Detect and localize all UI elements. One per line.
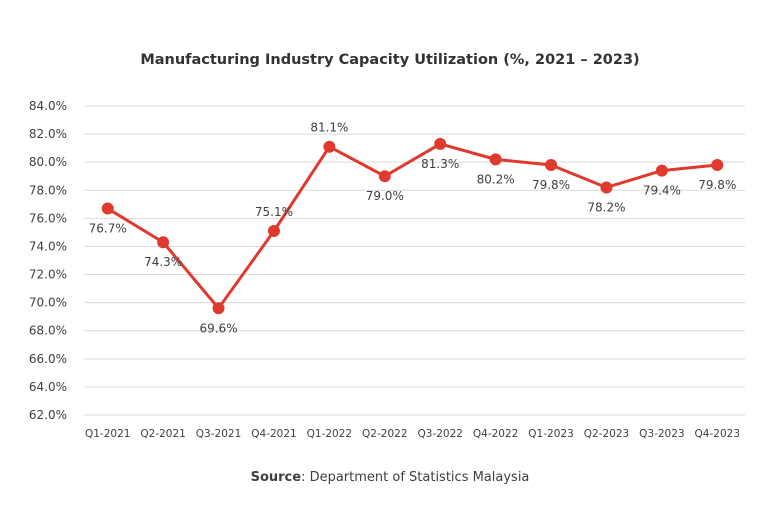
x-tick-label: Q3-2022 <box>417 428 462 440</box>
source-label: Source <box>250 470 302 485</box>
x-tick-label: Q1-2022 <box>307 428 352 440</box>
data-label: 79.8% <box>698 178 736 192</box>
data-label: 81.1% <box>310 121 348 135</box>
y-tick-label: 66.0% <box>29 352 67 366</box>
y-tick-label: 62.0% <box>29 408 67 422</box>
data-point <box>157 236 170 249</box>
x-tick-label: Q3-2023 <box>639 428 684 440</box>
y-axis-ticks: 62.0% 64.0% 66.0% 68.0% 70.0% 72.0% 74.0% 76.0%… <box>29 99 67 422</box>
y-tick-label: 68.0% <box>29 324 67 338</box>
data-label: 80.2% <box>477 172 515 186</box>
data-label: 78.2% <box>587 200 625 214</box>
data-point <box>655 164 668 177</box>
y-tick-label: 72.0% <box>29 268 67 282</box>
data-label: 76.7% <box>89 222 127 236</box>
source-note: Source: Department of Statistics Malaysi… <box>0 470 780 485</box>
data-label: 69.6% <box>199 321 237 335</box>
data-labels: 76.7% 74.3% 69.6% 75.1% 81.1% 79.0% 81.3% 80.2%… <box>89 121 737 336</box>
data-point <box>489 153 502 166</box>
y-tick-label: 76.0% <box>29 211 67 225</box>
data-point <box>101 202 114 215</box>
data-point <box>545 158 558 171</box>
x-tick-label: Q1-2021 <box>85 428 130 440</box>
y-tick-label: 82.0% <box>29 127 67 141</box>
data-label: 79.4% <box>643 184 681 198</box>
y-tick-label: 70.0% <box>29 296 67 310</box>
x-axis-ticks: Q1-2021 Q2-2021 Q3-2021 Q4-2021 Q1-2022 Q2-20… <box>85 428 740 440</box>
data-label: 75.1% <box>255 205 293 219</box>
data-point <box>212 302 225 315</box>
x-tick-label: Q2-2021 <box>140 428 185 440</box>
data-label: 79.0% <box>366 189 404 203</box>
gridlines <box>84 105 745 416</box>
x-tick-label: Q2-2022 <box>362 428 407 440</box>
y-tick-label: 84.0% <box>29 99 67 113</box>
data-point <box>267 225 280 238</box>
data-point <box>323 140 336 153</box>
data-label: 79.8% <box>532 178 570 192</box>
chart-title: Manufacturing Industry Capacity Utilizat… <box>140 52 639 68</box>
data-point <box>378 170 391 183</box>
source-text: : Department of Statistics Malaysia <box>301 470 530 485</box>
data-label: 74.3% <box>144 255 182 269</box>
x-tick-label: Q4-2021 <box>251 428 296 440</box>
y-tick-label: 64.0% <box>29 380 67 394</box>
y-tick-label: 78.0% <box>29 183 67 197</box>
y-tick-label: 74.0% <box>29 239 67 253</box>
series-line <box>106 142 718 310</box>
series-capacity-utilization <box>101 137 724 315</box>
x-tick-label: Q1-2023 <box>528 428 573 440</box>
x-tick-label: Q2-2023 <box>584 428 629 440</box>
x-tick-label: Q4-2023 <box>695 428 740 440</box>
y-tick-label: 80.0% <box>29 155 67 169</box>
data-point <box>711 158 724 171</box>
data-point <box>600 181 613 194</box>
x-tick-label: Q4-2022 <box>473 428 518 440</box>
data-point <box>434 137 447 150</box>
data-label: 81.3% <box>421 157 459 171</box>
x-tick-label: Q3-2021 <box>196 428 241 440</box>
